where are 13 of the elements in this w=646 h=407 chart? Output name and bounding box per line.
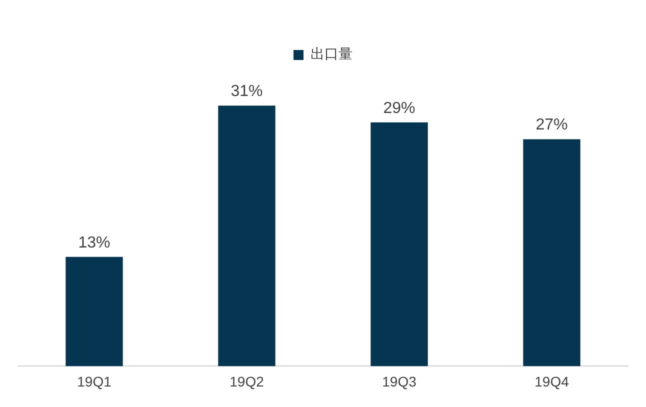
bar: [370, 122, 428, 366]
data-label: 13%: [78, 234, 110, 252]
data-label: 29%: [383, 100, 416, 117]
bar: [523, 139, 580, 366]
bar: [66, 256, 123, 366]
bar: [218, 106, 276, 366]
x-tick-label: 19Q1: [77, 373, 112, 390]
x-tick-label: 19Q2: [230, 373, 264, 390]
data-label: 27%: [536, 116, 568, 134]
legend-label: 出口量: [310, 46, 352, 63]
x-tick-label: 19Q3: [382, 373, 417, 390]
x-tick-label: 19Q4: [534, 373, 570, 390]
data-label: 31%: [230, 83, 263, 100]
